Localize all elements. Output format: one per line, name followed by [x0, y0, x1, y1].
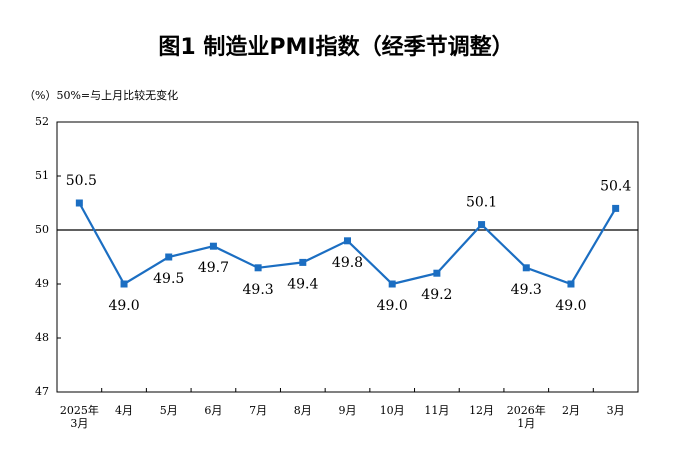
data-label: 50.5	[66, 173, 97, 189]
y-tick-label: 48	[35, 331, 49, 344]
marker	[567, 280, 575, 288]
marker	[75, 199, 83, 207]
x-tick-label: 8月	[293, 404, 312, 417]
marker	[120, 280, 128, 288]
x-tick-label: 2025年3月	[59, 404, 99, 430]
x-tick-label: 2月	[561, 404, 580, 417]
marker	[433, 269, 441, 277]
y-tick-label: 52	[35, 115, 49, 128]
data-label: 49.0	[108, 298, 139, 314]
data-label: 50.1	[466, 195, 497, 211]
x-tick-label: 4月	[115, 404, 134, 417]
x-tick-label: 2026年1月	[506, 404, 546, 430]
y-tick-label: 49	[35, 277, 49, 290]
marker	[165, 253, 173, 261]
x-tick-label: 7月	[249, 404, 268, 417]
data-label: 49.5	[153, 271, 184, 287]
marker	[478, 221, 486, 229]
chart-title: 图1 制造业PMI指数（经季节调整）	[158, 34, 513, 60]
x-tick-label: 3月	[606, 404, 625, 417]
x-tick-label: 9月	[338, 404, 357, 417]
data-label: 49.4	[287, 276, 318, 292]
marker	[344, 237, 351, 245]
chart-subtitle: （%）50%=与上月比较无变化	[24, 88, 178, 102]
y-tick-label: 47	[35, 385, 49, 398]
plot-frame	[56, 121, 639, 393]
data-label: 49.8	[332, 255, 363, 271]
marker	[209, 242, 217, 250]
y-tick-label: 51	[35, 169, 49, 182]
marker	[388, 280, 396, 288]
marker	[299, 258, 307, 266]
marker	[254, 264, 262, 272]
marker	[612, 204, 620, 212]
x-tick-label: 6月	[204, 404, 223, 417]
data-label: 49.7	[198, 260, 229, 276]
data-label: 50.4	[600, 178, 631, 194]
data-label: 49.0	[377, 298, 408, 314]
data-label: 49.3	[243, 282, 274, 298]
data-label: 49.2	[421, 287, 452, 303]
data-label: 49.0	[555, 298, 586, 314]
x-tick-label: 5月	[159, 404, 178, 417]
x-tick-label: 10月	[379, 404, 405, 417]
y-tick-label: 50	[35, 223, 49, 236]
x-tick-label: 12月	[469, 404, 495, 417]
x-tick-label: 11月	[424, 404, 450, 417]
data-label: 49.3	[511, 282, 542, 298]
marker	[522, 264, 530, 272]
